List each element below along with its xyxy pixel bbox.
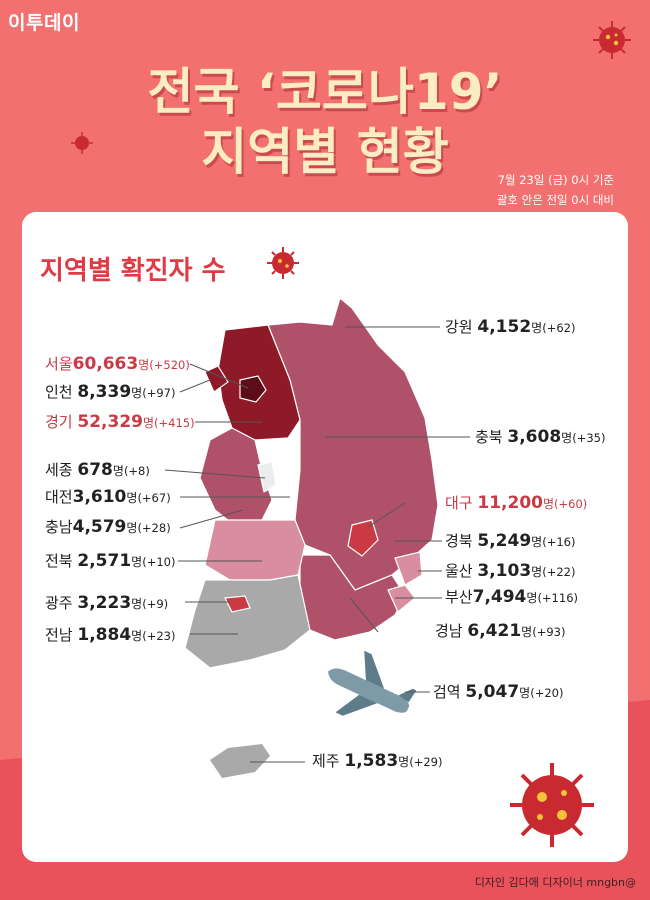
virus-icon [510,763,594,847]
region-label-gyeonggi: 경기 52,329명(+415) [45,412,195,432]
virus-icon [593,21,631,59]
leader-lines [164,326,470,763]
sejong-region [257,461,277,493]
region-label-gyeongbuk: 경북 5,249명(+16) [445,531,576,551]
region-label-gwangju: 광주 3,223명(+9) [45,593,169,613]
section-title: 지역별 확진자 수 [40,256,226,286]
region-label-ulsan: 울산 3,103명(+22) [445,561,576,581]
region-label-seoul: 서울60,663명(+520) [45,354,190,374]
basis-note-line: 괄호 안은 전일 0시 대비 [496,193,614,207]
region-label-jeonbuk: 전북 2,571명(+10) [45,551,176,571]
credit: 디자인 김다애 디자이너 mngbn@ [474,876,636,889]
region-label-gyeongnam: 경남 6,421명(+93) [435,621,566,641]
jeonnam-region [184,574,311,669]
jeonbuk-region [204,519,306,581]
region-label-chungbuk: 충북 3,608명(+35) [475,427,606,447]
airplane-icon [328,650,417,716]
region-label-gangwon: 강원 4,152명(+62) [445,317,576,337]
chungnam-region [199,427,273,529]
region-label-quarantine: 검역 5,047명(+20) [433,682,564,702]
virus-icon [71,132,93,154]
daegu-region [347,519,379,557]
gangwon-region [267,296,439,591]
page-subtitle: 지역별 현황 [201,123,449,181]
page-title: 전국 ‘코로나19’ [147,63,503,121]
region-label-chungnam: 충남4,579명(+28) [45,517,171,537]
basis-note: 7월 23일 (금) 0시 기준 괄호 안은 전일 0시 대비 [497,170,614,210]
basis-date: 7월 23일 (금) 0시 기준 [497,173,614,187]
region-label-sejong: 세종 678명(+8) [45,460,150,480]
region-label-daegu: 대구 11,200명(+60) [445,493,588,513]
region-label-jeonnam: 전남 1,884명(+23) [45,625,176,645]
brand-logo: 이투데이 [8,12,80,34]
seoul-region [239,375,267,403]
virus-icon [267,247,299,279]
gwangju-region [224,595,251,613]
region-label-incheon: 인천 8,339명(+97) [45,382,176,402]
region-label-daejeon: 대전3,610명(+67) [45,487,171,507]
jeju-region [210,744,270,778]
region-label-jeju: 제주 1,583명(+29) [312,751,443,771]
region-label-busan: 부산7,494명(+116) [445,587,578,607]
ulsan-region [394,551,423,586]
